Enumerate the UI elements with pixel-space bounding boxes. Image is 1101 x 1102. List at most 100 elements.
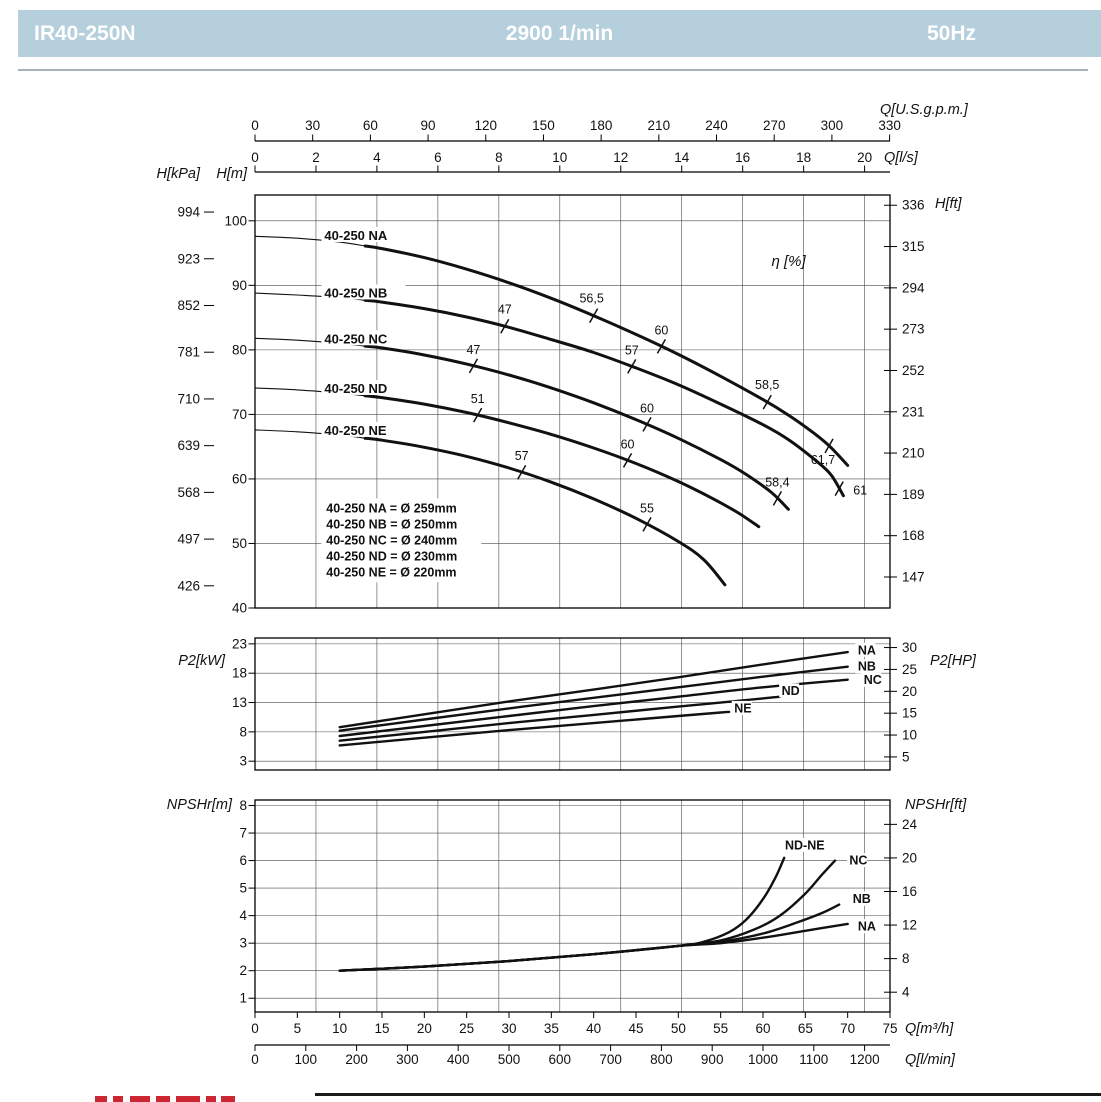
series-label: 40-250 NA bbox=[324, 228, 387, 243]
axis-title-lmin: Q[l/min] bbox=[905, 1052, 956, 1068]
curve-NA bbox=[363, 244, 850, 467]
series-label-bg bbox=[321, 379, 406, 395]
y-tick: 568 bbox=[177, 485, 200, 500]
x-tick-m3h: 5 bbox=[294, 1021, 302, 1036]
y-tick: 497 bbox=[177, 532, 200, 547]
efficiency-tick bbox=[622, 452, 633, 468]
y-tick: 13 bbox=[232, 695, 247, 710]
x-tick-usgpm: 270 bbox=[763, 118, 786, 133]
series-label-bg bbox=[321, 330, 406, 346]
legend-bg bbox=[321, 498, 482, 583]
series-label: 40-250 NE bbox=[324, 423, 386, 438]
efficiency-tick bbox=[473, 407, 483, 423]
x-tick-lmin: 400 bbox=[447, 1052, 470, 1067]
legend-line: 40-250 ND = Ø 230mm bbox=[326, 549, 457, 563]
series-label: NB bbox=[858, 660, 876, 674]
header-divider bbox=[18, 69, 1088, 71]
x-tick-usgpm: 150 bbox=[532, 118, 555, 133]
curve-ND-NE bbox=[338, 856, 786, 972]
x-top-axes: 0 30 60 90 120 150 180 210 240 270 300 330Q[U.S.g.p… bbox=[251, 102, 969, 173]
logo-fragment bbox=[130, 1096, 150, 1102]
pump-speed: 2900 1/min bbox=[505, 22, 614, 45]
efficiency-tick bbox=[656, 339, 667, 354]
y-tick: 7 bbox=[239, 826, 247, 841]
legend-line: 40-250 NC = Ø 240mm bbox=[326, 533, 457, 547]
x-tick-m3h: 15 bbox=[374, 1021, 389, 1036]
head-capacity-frame bbox=[254, 194, 891, 609]
series-label: ND bbox=[782, 684, 800, 698]
series-label-bg bbox=[779, 683, 800, 698]
series-label-bg bbox=[731, 700, 752, 715]
logo-fragment bbox=[221, 1096, 235, 1102]
y-tick-right: 25 bbox=[902, 662, 917, 677]
x-tick-m3h: 35 bbox=[544, 1021, 559, 1036]
y-tick: 70 bbox=[232, 407, 247, 422]
x-tick-usgpm: 330 bbox=[878, 118, 901, 133]
legend-line: 40-250 NE = Ø 220mm bbox=[326, 565, 456, 579]
x-tick-ls: 18 bbox=[796, 150, 811, 165]
x-tick-m3h: 20 bbox=[417, 1021, 432, 1036]
y-tick-right: 10 bbox=[902, 728, 917, 743]
x-tick-m3h: 25 bbox=[459, 1021, 474, 1036]
efficiency-value: 57 bbox=[625, 343, 639, 357]
head-capacity-chart: 994 923 852 781 710 639 568 497 426 100 90 80 70 60 50… bbox=[156, 166, 962, 616]
x-tick-ls: 16 bbox=[735, 150, 750, 165]
y-tick-right: 20 bbox=[902, 850, 917, 865]
y-tick-right: 252 bbox=[902, 363, 925, 378]
efficiency-value: 60 bbox=[640, 401, 654, 415]
curve-NC bbox=[338, 678, 849, 738]
axis-title-left: NPSHr[m] bbox=[167, 797, 233, 813]
efficiency-tick bbox=[772, 490, 783, 506]
y-tick: 50 bbox=[232, 536, 247, 551]
efficiency-tick bbox=[824, 438, 834, 454]
series-label-bg bbox=[846, 853, 867, 868]
series-label-bg bbox=[855, 642, 876, 657]
curve-NB bbox=[363, 298, 845, 498]
x-tick-m3h: 65 bbox=[798, 1021, 813, 1036]
y-tick-right: 12 bbox=[902, 918, 917, 933]
series-label: NE bbox=[734, 701, 751, 715]
efficiency-value: 51 bbox=[471, 392, 485, 406]
y-tick: 1 bbox=[239, 991, 247, 1006]
axis-title-left: H[kPa] bbox=[156, 166, 200, 182]
y-tick-right: 8 bbox=[902, 951, 910, 966]
x-tick-ls: 0 bbox=[251, 150, 259, 165]
pump-model: IR40-250N bbox=[34, 22, 136, 45]
y-tick: 80 bbox=[232, 342, 247, 357]
curve-NE bbox=[338, 710, 731, 747]
x-tick-m3h: 30 bbox=[501, 1021, 516, 1036]
efficiency-value: 58,5 bbox=[755, 378, 779, 392]
x-tick-usgpm: 60 bbox=[363, 118, 378, 133]
axis-title-right: NPSHr[ft] bbox=[905, 797, 967, 813]
series-label-bg bbox=[321, 227, 406, 243]
logo-fragment bbox=[95, 1096, 107, 1102]
y-tick-right: 16 bbox=[902, 884, 917, 899]
axis-title-left: P2[kW] bbox=[178, 653, 226, 669]
x-tick-m3h: 60 bbox=[755, 1021, 770, 1036]
series-label: NA bbox=[858, 643, 876, 657]
y-tick: 3 bbox=[239, 754, 247, 769]
efficiency-tick bbox=[834, 481, 844, 496]
x-tick-lmin: 700 bbox=[599, 1052, 622, 1067]
x-tick-lmin: 300 bbox=[396, 1052, 419, 1067]
axis-title-m3h: Q[m³/h] bbox=[905, 1021, 954, 1037]
x-tick-lmin: 1000 bbox=[748, 1052, 778, 1067]
y-tick-right: 294 bbox=[902, 280, 925, 295]
efficiency-tick bbox=[500, 318, 510, 334]
y-tick: 90 bbox=[232, 278, 247, 293]
y-tick: 923 bbox=[177, 251, 200, 266]
efficiency-value: 60 bbox=[654, 323, 668, 337]
y-tick: 781 bbox=[177, 345, 200, 360]
logo-fragment bbox=[206, 1096, 216, 1102]
efficiency-tick bbox=[589, 308, 599, 324]
y-tick-right: 315 bbox=[902, 239, 925, 254]
y-tick: 4 bbox=[239, 908, 247, 923]
y-tick: 40 bbox=[232, 601, 247, 616]
x-bottom-axes: 0 5 10 15 20 25 30 35 40 45 50 55 60 65 70 75 Q[m³/h] 0 10… bbox=[251, 1012, 956, 1068]
x-tick-m3h: 40 bbox=[586, 1021, 601, 1036]
x-tick-lmin: 1200 bbox=[850, 1052, 880, 1067]
y-tick: 426 bbox=[177, 578, 200, 593]
x-tick-ls: 8 bbox=[495, 150, 503, 165]
efficiency-tick bbox=[642, 417, 652, 432]
